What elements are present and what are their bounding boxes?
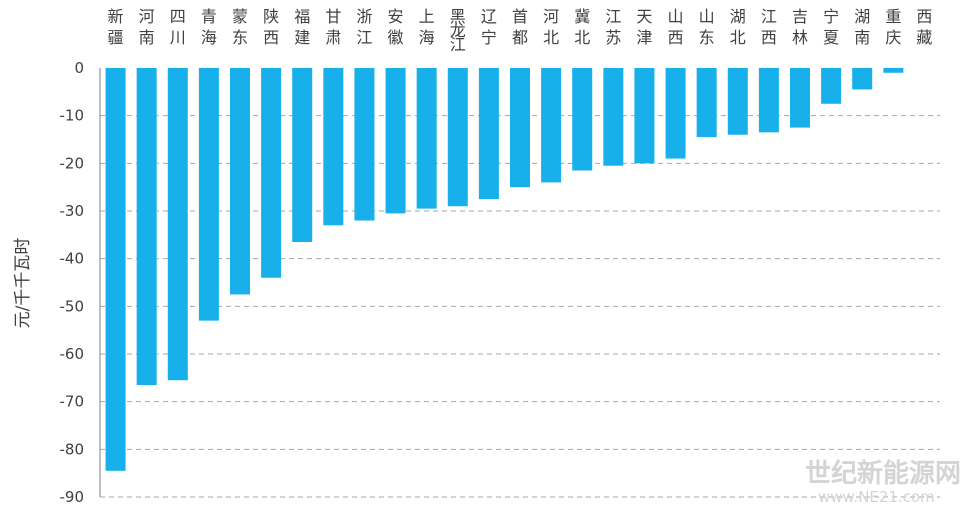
x-tick-label: 首都 — [512, 7, 528, 47]
y-tick-label: -80 — [60, 440, 85, 458]
x-tick-label: 山西 — [668, 7, 684, 47]
bar — [198, 68, 219, 321]
y-tick-label: -90 — [60, 488, 85, 506]
bar — [821, 68, 842, 104]
y-tick-label: -10 — [60, 107, 85, 125]
x-tick-label: 河南 — [139, 7, 155, 47]
x-tick-label: 四川 — [170, 7, 186, 47]
bar — [230, 68, 250, 295]
x-tick-label: 冀北 — [574, 7, 590, 47]
y-tick-label: -70 — [60, 393, 85, 411]
x-tick-label: 宁夏 — [823, 7, 839, 47]
y-tick-label: -60 — [60, 345, 85, 363]
bar — [572, 68, 593, 171]
watermark-url: www.NE21.com — [818, 488, 935, 506]
bar — [510, 68, 530, 188]
y-tick-label: -30 — [60, 202, 85, 220]
x-tick-label: 重庆 — [885, 7, 901, 47]
y-tick-label: -50 — [60, 297, 85, 315]
x-tick-label: 天津 — [636, 7, 652, 47]
y-tick-label: -40 — [60, 250, 85, 268]
x-tick-label: 浙江 — [356, 7, 372, 47]
x-tick-label: 江西 — [761, 7, 777, 47]
bar — [790, 68, 810, 128]
watermark: 世纪新能源网 www.NE21.com — [805, 458, 960, 506]
x-tick-label: 河北 — [543, 7, 559, 47]
bar — [261, 68, 282, 278]
bar — [696, 68, 717, 138]
bar — [447, 68, 468, 207]
x-tick-label: 湖南 — [854, 7, 870, 47]
bar — [167, 68, 188, 381]
x-tick-label: 新疆 — [108, 7, 124, 47]
y-tick-label: -20 — [60, 154, 85, 172]
x-tick-label: 青海 — [201, 7, 217, 47]
bar — [541, 68, 562, 183]
bar — [385, 68, 406, 214]
bar — [416, 68, 437, 209]
bar — [883, 68, 904, 73]
y-tick-label: 0 — [74, 59, 84, 77]
x-tick-label: 甘肃 — [325, 7, 341, 47]
x-tick-label: 福建 — [294, 7, 310, 47]
bars — [105, 68, 904, 471]
x-tick-label: 上海 — [419, 7, 435, 47]
x-tick-label: 陕西 — [263, 7, 279, 47]
x-tick-label: 安徽 — [388, 7, 404, 47]
y-axis-label: 元/千千瓦时 — [13, 238, 33, 329]
watermark-title: 世纪新能源网 — [805, 458, 960, 489]
x-tick-label: 黑龙江 — [450, 7, 466, 54]
x-tick-label: 辽宁 — [481, 7, 497, 47]
bar — [478, 68, 499, 200]
x-tick-label: 江苏 — [605, 7, 621, 47]
y-tick-labels: 0 -10 -20 -30 -40 -50 -60 -70 -80 -90 — [60, 59, 85, 506]
bar — [354, 68, 375, 221]
bar — [665, 68, 686, 159]
bar — [292, 68, 313, 242]
bar — [758, 68, 779, 133]
bar — [136, 68, 157, 385]
x-tick-label: 吉林 — [792, 7, 808, 47]
x-tick-labels: 新疆河南四川青海蒙东陕西福建甘肃浙江安徽上海黑龙江辽宁首都河北冀北江苏天津山西山… — [108, 7, 933, 54]
bar — [727, 68, 748, 135]
x-tick-label: 西藏 — [916, 7, 932, 47]
bar — [105, 68, 126, 471]
bar — [634, 68, 655, 164]
bar — [852, 68, 873, 90]
bar — [603, 68, 624, 166]
x-tick-label: 蒙东 — [232, 7, 248, 47]
x-tick-label: 山东 — [699, 7, 715, 47]
bar — [323, 68, 344, 226]
x-tick-label: 湖北 — [730, 7, 746, 47]
